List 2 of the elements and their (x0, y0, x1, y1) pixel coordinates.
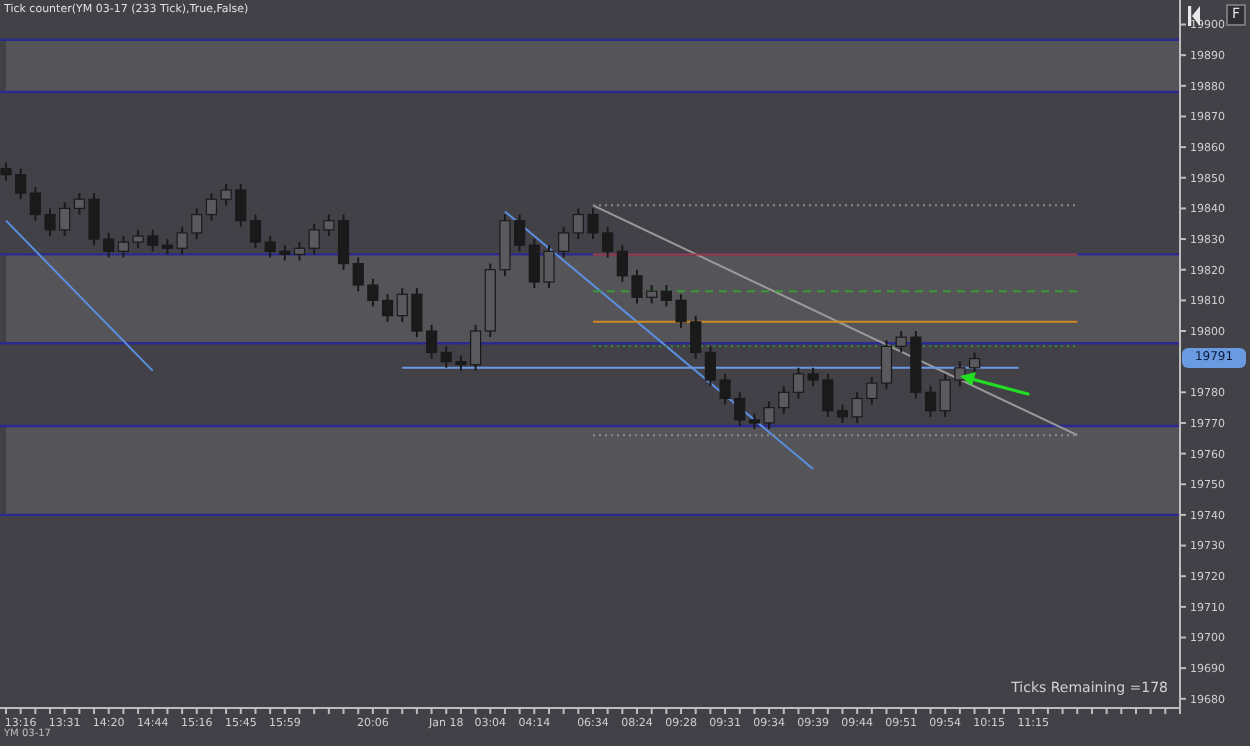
candlestick (249, 213, 262, 250)
candlestick (836, 403, 849, 424)
